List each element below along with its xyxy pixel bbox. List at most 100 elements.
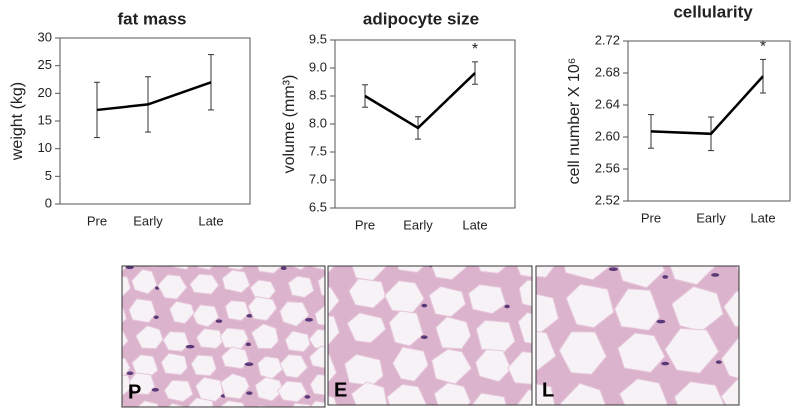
nucleus <box>773 369 778 373</box>
data-line <box>96 81 212 112</box>
y-tick-label: 2.64 <box>595 96 620 111</box>
adipocyte <box>431 348 473 385</box>
adipocyte <box>254 376 285 402</box>
y-tick-label: 0 <box>45 195 52 210</box>
adipocyte <box>122 275 132 298</box>
panel-border <box>327 265 533 406</box>
adipocyte <box>396 266 426 273</box>
panel-label: P <box>128 381 141 403</box>
adipocyte <box>190 354 217 377</box>
histology-image <box>122 262 325 407</box>
adipocyte <box>160 352 188 376</box>
adipocyte <box>328 266 336 274</box>
adipocyte <box>189 273 220 295</box>
adipocyte <box>386 383 428 405</box>
adipocyte <box>171 266 190 271</box>
adipocyte <box>195 376 224 402</box>
adipocyte <box>188 397 214 407</box>
nucleus <box>662 275 669 279</box>
adipocyte <box>157 274 188 300</box>
data-line <box>650 75 764 136</box>
y-tick-label: 2.56 <box>595 160 620 175</box>
adipocyte <box>669 266 716 286</box>
adipocyte <box>720 336 739 380</box>
y-tick-label: 20 <box>38 85 52 100</box>
adipocyte <box>673 381 725 405</box>
adipocyte <box>219 400 246 407</box>
nucleus <box>775 272 782 276</box>
adipocyte <box>309 400 325 407</box>
adipocyte <box>192 304 220 328</box>
adipocyte <box>317 274 325 297</box>
adipocyte <box>168 300 195 325</box>
y-tick-label: 2.68 <box>595 64 620 79</box>
adipocyte <box>720 376 739 405</box>
adipocyte <box>163 379 194 403</box>
adipocyte <box>247 296 278 322</box>
adipocyte <box>162 330 190 352</box>
y-tick-label: 15 <box>38 112 52 127</box>
chart-title: fat mass <box>118 9 187 28</box>
x-tick-label: Late <box>750 210 775 225</box>
y-axis-label: weight (kg) <box>9 82 26 161</box>
adipocyte <box>536 266 556 278</box>
histology-image <box>328 266 532 405</box>
adipocyte <box>136 400 160 407</box>
adipocyte <box>559 382 607 405</box>
adipocyte <box>122 307 128 324</box>
adipocyte <box>392 346 429 382</box>
adipocyte <box>311 266 325 271</box>
nucleus <box>420 335 428 339</box>
x-tick-label: Pre <box>355 217 375 232</box>
data-line <box>364 72 476 130</box>
adipocyte <box>308 328 325 350</box>
y-tick-label: 5 <box>45 168 52 183</box>
adipocyte <box>142 266 157 268</box>
adipocyte <box>289 266 307 271</box>
y-tick-label: 6.5 <box>309 199 327 214</box>
adipocyte <box>723 290 739 328</box>
adipocyte <box>558 331 607 375</box>
panel-label: E <box>334 379 347 401</box>
adipocyte <box>507 350 532 385</box>
histology-image <box>536 266 782 405</box>
adipocyte <box>433 382 472 405</box>
significance-marker: * <box>760 39 766 56</box>
adipocyte <box>195 328 225 349</box>
nucleus <box>661 361 670 366</box>
panel-border <box>535 265 740 406</box>
adipocyte <box>308 345 325 369</box>
adipocyte <box>617 332 666 373</box>
x-tick-label: Early <box>696 210 726 225</box>
nucleus <box>151 388 159 392</box>
adipocyte <box>122 374 134 396</box>
adipocyte <box>128 372 156 396</box>
adipocyte <box>475 319 516 353</box>
adipocyte <box>350 381 388 405</box>
y-tick-label: 10 <box>38 140 52 155</box>
nucleus <box>304 395 311 399</box>
nucleus <box>715 360 722 364</box>
y-tick-label: 2.72 <box>595 32 620 47</box>
adipocyte <box>468 284 507 315</box>
nucleus <box>126 371 134 376</box>
adipocyte <box>219 373 250 400</box>
y-tick-label: 2.60 <box>595 128 620 143</box>
nucleus <box>246 391 253 395</box>
adipocyte <box>291 402 312 407</box>
y-tick-label: 30 <box>38 29 52 44</box>
x-tick-label: Early <box>133 213 163 228</box>
adipocyte <box>344 353 384 387</box>
nucleus <box>216 262 225 266</box>
nucleus <box>185 344 195 349</box>
adipocyte <box>435 316 472 350</box>
adipocyte <box>279 301 310 327</box>
nucleus <box>244 362 254 367</box>
nucleus <box>215 319 223 323</box>
adipocyte <box>664 327 720 374</box>
panel-label: L <box>542 379 554 401</box>
adipocyte <box>517 312 532 344</box>
adipocyte <box>477 266 508 274</box>
